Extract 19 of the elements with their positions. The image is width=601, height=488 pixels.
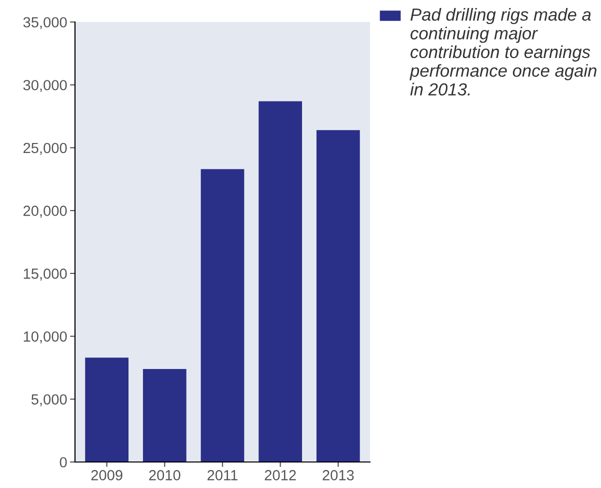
x-tick-label: 2011 (208, 470, 238, 480)
y-tick-label: 35,000 (23, 17, 67, 30)
x-tick-label: 2013 (322, 470, 354, 480)
y-tick-label: 25,000 (23, 142, 67, 155)
x-tick-label: 2012 (264, 470, 296, 480)
y-tick-label: 15,000 (24, 268, 67, 281)
y-tick-label: 30,000 (23, 80, 67, 92)
bar (200, 169, 244, 462)
bar (85, 358, 129, 462)
bar (316, 130, 360, 462)
bar (258, 101, 302, 462)
y-tick-label: 20,000 (23, 206, 67, 218)
x-tick-label: 2009 (91, 470, 122, 480)
y-tick-label: 0 (60, 457, 67, 468)
x-tick-label: 2010 (149, 470, 180, 480)
bar (142, 368, 186, 462)
y-tick-label: 10,000 (24, 331, 67, 344)
y-tick-label: 5,000 (31, 394, 67, 406)
legend-label: Pad drilling rigs made a continuing major contribution to earnings performance once again in 2013. (410, 8, 596, 96)
